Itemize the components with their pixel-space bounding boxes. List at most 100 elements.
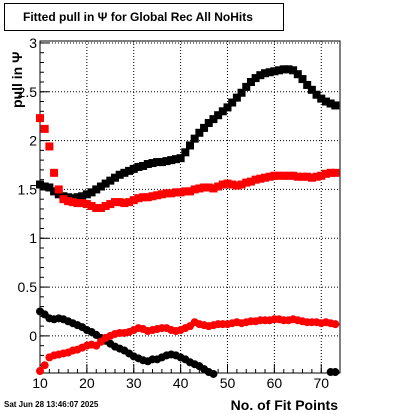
data-point — [171, 155, 180, 164]
data-point — [181, 148, 190, 157]
data-point — [111, 198, 119, 207]
data-point — [157, 190, 166, 199]
data-point — [303, 172, 312, 181]
data-point — [209, 184, 218, 193]
data-point — [251, 175, 260, 184]
data-point — [40, 182, 49, 191]
x-tick-label: 50 — [220, 375, 236, 391]
x-tick-label: 20 — [79, 375, 95, 391]
data-point — [214, 111, 223, 120]
x-tick-label: 40 — [173, 375, 189, 391]
data-point — [242, 178, 251, 187]
data-point — [293, 172, 302, 181]
data-point — [200, 123, 209, 132]
data-point — [293, 70, 302, 79]
data-point — [54, 185, 63, 194]
chart-title: Fitted pull in Ψ for Global Rec All NoHi… — [4, 3, 284, 31]
x-tick-label: 70 — [313, 375, 329, 391]
data-point — [331, 320, 340, 329]
data-marks — [36, 65, 340, 378]
data-point — [284, 171, 293, 180]
data-point — [246, 78, 255, 87]
timestamp: Sat Jun 28 13:46:07 2025 — [4, 400, 99, 409]
data-point — [125, 166, 134, 175]
series-3 — [36, 315, 340, 376]
data-point — [237, 88, 246, 97]
data-point — [256, 174, 265, 183]
data-point — [317, 171, 326, 180]
data-point — [317, 94, 326, 103]
data-point — [134, 162, 143, 171]
data-point — [223, 103, 232, 112]
data-point — [195, 184, 204, 193]
data-point — [162, 189, 171, 198]
tick-labels: 10 20 30 40 50 60 70 0 0.5 1 1.5 2 2.5 3 — [18, 35, 330, 391]
data-point — [59, 195, 68, 204]
data-point — [96, 203, 105, 212]
data-point — [73, 193, 82, 202]
data-point — [279, 65, 288, 74]
data-point — [162, 157, 171, 166]
data-point — [92, 203, 101, 212]
data-point — [171, 188, 180, 197]
data-point — [129, 196, 138, 205]
data-point — [101, 202, 110, 211]
data-point — [186, 141, 194, 150]
data-point — [284, 65, 293, 74]
data-point — [218, 180, 227, 189]
data-point — [153, 158, 162, 167]
y-axis-label: pull in Ψ — [9, 52, 25, 108]
data-point — [78, 192, 87, 201]
data-point — [275, 171, 284, 180]
data-point — [251, 74, 260, 83]
x-tick-label: 60 — [267, 375, 283, 391]
y-tick-label: 3 — [29, 35, 37, 51]
data-point — [167, 189, 176, 198]
data-point — [134, 194, 143, 203]
data-point — [40, 361, 49, 370]
data-point — [148, 159, 157, 168]
data-point — [115, 170, 124, 179]
data-point — [228, 180, 237, 189]
data-point — [209, 115, 218, 124]
data-point — [54, 190, 63, 199]
data-point — [307, 173, 316, 182]
x-tick-label: 10 — [32, 375, 48, 391]
data-point — [36, 114, 44, 123]
data-point — [200, 183, 209, 192]
data-point — [307, 85, 316, 94]
data-point — [125, 198, 134, 207]
data-point — [181, 187, 190, 196]
y-tick-label: 0 — [29, 328, 37, 344]
data-point — [237, 180, 246, 189]
data-point — [50, 187, 59, 196]
data-point — [78, 199, 87, 208]
data-point — [331, 101, 340, 110]
data-point — [120, 199, 129, 208]
data-point — [256, 71, 265, 80]
data-point — [190, 134, 199, 143]
data-point — [50, 168, 59, 177]
data-point — [82, 200, 91, 209]
data-point — [261, 173, 269, 182]
data-point — [298, 172, 307, 181]
data-point — [87, 188, 96, 197]
series-0 — [36, 65, 340, 203]
data-point — [279, 171, 288, 180]
data-point — [289, 66, 298, 75]
data-point — [270, 67, 279, 76]
data-point — [232, 181, 241, 190]
data-point — [204, 119, 213, 128]
y-tick-label: 2.5 — [18, 84, 38, 100]
data-point — [143, 193, 152, 202]
data-point — [242, 82, 251, 91]
data-point — [115, 198, 124, 207]
data-point — [223, 179, 232, 188]
data-point — [331, 368, 340, 377]
data-point — [214, 182, 223, 191]
data-point — [36, 180, 44, 189]
y-tick-label: 1 — [29, 230, 37, 246]
data-point — [265, 68, 274, 77]
data-point — [167, 156, 176, 165]
